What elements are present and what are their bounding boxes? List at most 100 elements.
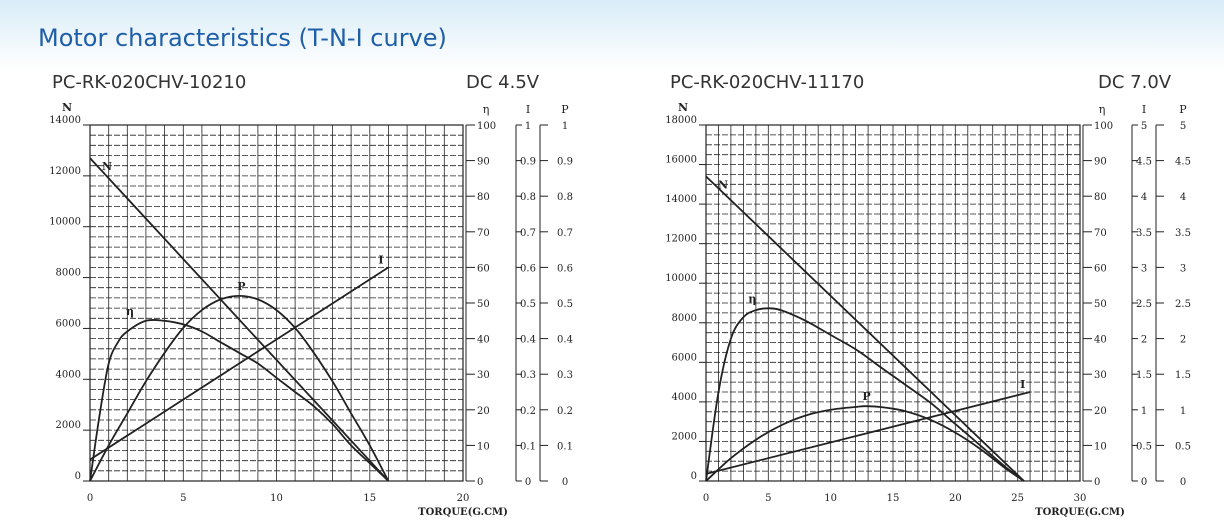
chart-2-i-tick-label: 2 [1141, 335, 1147, 346]
chart-2-p-tick-label: 1.5 [1175, 370, 1191, 381]
chart-1-series-label-i: I [378, 253, 383, 266]
chart-1-series-label-p: P [237, 280, 245, 293]
chart-2-y-tick-label: 8000 [672, 313, 697, 324]
chart-2-frame [705, 124, 1081, 482]
chart-1-p-tick-label: 0.2 [557, 406, 573, 417]
chart-2-series-n [705, 175, 1025, 482]
chart-1-p-tick-label: 0.8 [557, 192, 573, 203]
chart-2-p-tick-label: 3 [1180, 263, 1186, 274]
chart-1-eta-tick-label: 20 [477, 406, 490, 417]
chart-1-p-tick-label: 0.9 [557, 157, 573, 168]
chart-1-eta-tick-label: 30 [477, 370, 490, 381]
chart-1-eta-tick-label: 40 [477, 335, 490, 346]
chart-1-eta-tick-label: 100 [477, 121, 496, 132]
chart-1-i-tick-label: 0.6 [520, 263, 536, 274]
chart-1-series-p [89, 294, 390, 482]
chart-1-i-tick-label: 0.5 [520, 299, 536, 310]
chart-2-y-tick-label: 14000 [665, 194, 697, 205]
chart-1-series-n [89, 157, 390, 482]
chart-2-eta-tick-label: 80 [1094, 192, 1107, 203]
chart-2-p-tick-label: 5 [1180, 121, 1186, 132]
chart-2-p-tick-label: 0 [1180, 477, 1186, 488]
chart-2-eta-tick-label: 70 [1094, 228, 1107, 239]
chart-2-i-tick-label: 2.5 [1136, 299, 1152, 310]
chart-1-p-axis-label: P [561, 103, 569, 116]
chart-1-y-axis-label: N [62, 101, 72, 114]
chart-2-i-tick-label: 4.5 [1136, 157, 1152, 168]
chart-1-y-tick-label: 0 [75, 471, 81, 482]
chart-2-y-tick-label: 6000 [672, 352, 697, 363]
chart-1-y-tick-label: 4000 [56, 369, 81, 380]
chart-2-eta-tick-label: 10 [1094, 441, 1107, 452]
chart-1-p-tick-label: 0.5 [557, 299, 573, 310]
chart-1-p-tick-label: 0.6 [557, 263, 573, 274]
chart-1-i-axis-label: I [526, 103, 530, 116]
chart-2-i-tick-label: 1.5 [1136, 370, 1152, 381]
chart-2-i-tick-label: 3.5 [1136, 228, 1152, 239]
chart-2-i-tick-label: 0.5 [1136, 441, 1152, 452]
chart-1-x-axis-label: TORQUE(G.CM) [418, 507, 508, 518]
chart-2-y-tick-label: 18000 [665, 115, 697, 126]
chart-1-eta-tick-label: 70 [477, 228, 490, 239]
chart-1-series-label-n: N [102, 160, 112, 173]
chart-1-model: PC-RK-020CHV-10210 [52, 72, 247, 93]
chart-2-i-tick-label: 0 [1141, 477, 1147, 488]
chart-2-y-tick-label: 10000 [665, 273, 697, 284]
chart-2-y-tick-label: 2000 [672, 431, 697, 442]
chart-1-i-tick-label: 1 [525, 121, 531, 132]
chart-1-series-eta [89, 318, 390, 482]
chart-2-x-tick-label: 5 [765, 493, 771, 504]
chart-1-i-tick-label: 0.3 [520, 370, 536, 381]
chart-2-x-tick-label: 0 [703, 493, 709, 504]
chart-1-x-tick-label: 10 [270, 493, 283, 504]
chart-2-model: PC-RK-020CHV-11170 [670, 72, 865, 93]
chart-1-x-tick-label: 20 [457, 493, 470, 504]
chart-2-eta-tick-label: 0 [1094, 477, 1100, 488]
chart-2-x-tick-label: 10 [824, 493, 837, 504]
chart-1-p-tick-label: 0.4 [557, 335, 573, 346]
chart-2-y-tick-label: 12000 [665, 234, 697, 245]
chart-1-x-tick-label: 0 [87, 493, 93, 504]
chart-2-eta-axis-label: η [1099, 103, 1106, 116]
chart-2-i-tick-label: 3 [1141, 263, 1147, 274]
chart-2-x-tick-label: 25 [1011, 493, 1024, 504]
chart-2-voltage: DC 7.0V [1098, 72, 1172, 93]
chart-1-i-tick-label: 0.4 [520, 335, 536, 346]
chart-1-y-tick-label: 6000 [56, 318, 81, 329]
chart-2-series-label-p: P [862, 390, 870, 403]
chart-1-x-tick-label: 5 [180, 493, 186, 504]
chart-2-i-tick-label: 1 [1141, 406, 1147, 417]
chart-1-frame [89, 124, 464, 482]
chart-2-x-tick-label: 30 [1074, 493, 1087, 504]
chart-2-series-i [705, 391, 1031, 475]
chart-1-x-tick-label: 15 [363, 493, 376, 504]
chart-1-p-tick-label: 0.7 [557, 228, 573, 239]
chart-1-y-tick-label: 12000 [49, 166, 81, 177]
chart-2-series-p [705, 405, 1025, 482]
chart-2-eta-tick-label: 60 [1094, 263, 1107, 274]
chart-1-y-tick-label: 10000 [49, 217, 81, 228]
chart-2-p-tick-label: 0.5 [1175, 441, 1191, 452]
chart-2-series-label-eta: η [748, 292, 756, 305]
chart-2-grid [705, 124, 1081, 482]
chart-2-series-label-i: I [1020, 378, 1025, 391]
chart-1-eta-tick-label: 80 [477, 192, 490, 203]
chart-1-eta-tick-label: 10 [477, 441, 490, 452]
chart-1-i-tick-label: 0.9 [520, 157, 536, 168]
chart-2-p-tick-label: 2.5 [1175, 299, 1191, 310]
chart-2-p-tick-label: 4.5 [1175, 157, 1191, 168]
chart-2-x-tick-label: 15 [887, 493, 900, 504]
chart-2-eta-tick-label: 30 [1094, 370, 1107, 381]
chart-1-series-i [89, 266, 389, 461]
chart-1-p-tick-label: 0.1 [557, 441, 573, 452]
page-title: Motor characteristics (T-N-I curve) [38, 24, 447, 52]
chart-1-series-label-eta: η [126, 305, 134, 318]
chart-1-i-tick-label: 0 [525, 477, 531, 488]
chart-1-y-tick-label: 2000 [56, 420, 81, 431]
chart-2-x-tick-label: 20 [949, 493, 962, 504]
chart-2-eta-tick-label: 90 [1094, 157, 1107, 168]
chart-1-i-tick-label: 0.7 [520, 228, 536, 239]
chart-1-eta-tick-label: 90 [477, 157, 490, 168]
